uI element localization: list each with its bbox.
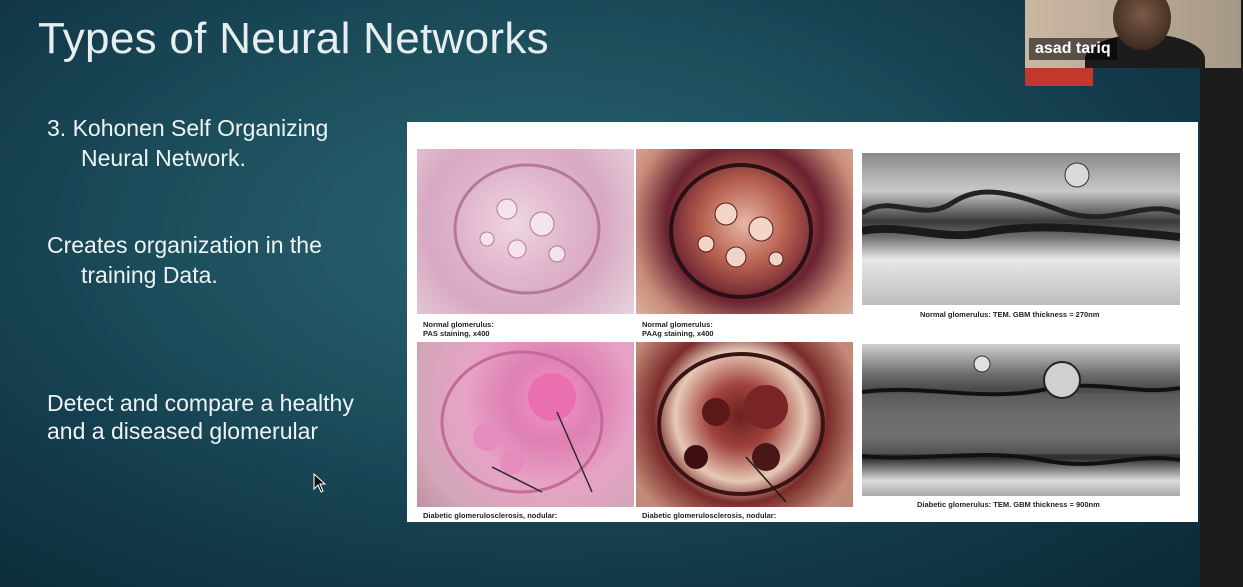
micrograph-texture [669,163,813,299]
micrograph-diabetic-paag [636,342,853,507]
micrograph-diabetic-pas [417,342,634,507]
tem-normal [862,153,1180,305]
mouse-pointer-icon [313,473,327,493]
caption-top-right: Normal glomerulus: TEM. GBM thickness = … [920,310,1100,319]
bullet-line: training Data. [81,262,218,288]
micrograph-texture [862,162,1180,241]
caption-top-left: Normal glomerulus: PAS staining, x400 [423,320,494,338]
caption-line: PAAg staining, x400 [642,329,714,338]
bullet-line: Creates organization in the [47,232,322,258]
caption-bottom-left: Diabetic glomerulosclerosis, nodular: [423,511,558,520]
bullet-line: Neural Network. [81,145,246,171]
side-panel-strip [1200,0,1243,587]
bullet-line: and a diseased glomerular [47,418,319,444]
caption-bottom-middle: Diabetic glomerulosclerosis, nodular: [642,511,777,520]
micrograph-texture [862,355,1180,466]
bullet-line: Detect and compare a healthy [47,390,354,416]
bullet-line: 3. Kohonen Self Organizing [47,115,329,141]
caption-line: PAS staining, x400 [423,329,490,338]
slide: Types of Neural Networks 3. Kohonen Self… [0,0,1200,587]
micrograph-texture [657,352,825,503]
bullet-kohonen: 3. Kohonen Self Organizing Neural Networ… [47,113,387,173]
webcam-tile[interactable]: asad tariq [1025,0,1241,68]
glomerulus-figure: Normal glomerulus: PAS staining, x400 No… [407,122,1198,522]
slide-title: Types of Neural Networks [38,14,549,63]
bullet-detect-compare: Detect and compare a healthy and a disea… [47,389,407,445]
bullet-organization: Creates organization in the training Dat… [47,230,397,290]
tem-diabetic [862,344,1180,496]
caption-top-middle: Normal glomerulus: PAAg staining, x400 [642,320,714,338]
micrograph-texture [440,350,604,494]
micrograph-texture [453,163,601,295]
caption-line: Normal glomerulus: [423,320,494,329]
participant-name: asad tariq [1029,38,1117,60]
caption-line: Normal glomerulus: [642,320,713,329]
caption-bottom-right: Diabetic glomerulus: TEM. GBM thickness … [917,500,1100,509]
micrograph-normal-paag [636,149,853,314]
webcam-accent [1025,68,1093,86]
participant-video [1113,0,1171,50]
micrograph-normal-pas [417,149,634,314]
